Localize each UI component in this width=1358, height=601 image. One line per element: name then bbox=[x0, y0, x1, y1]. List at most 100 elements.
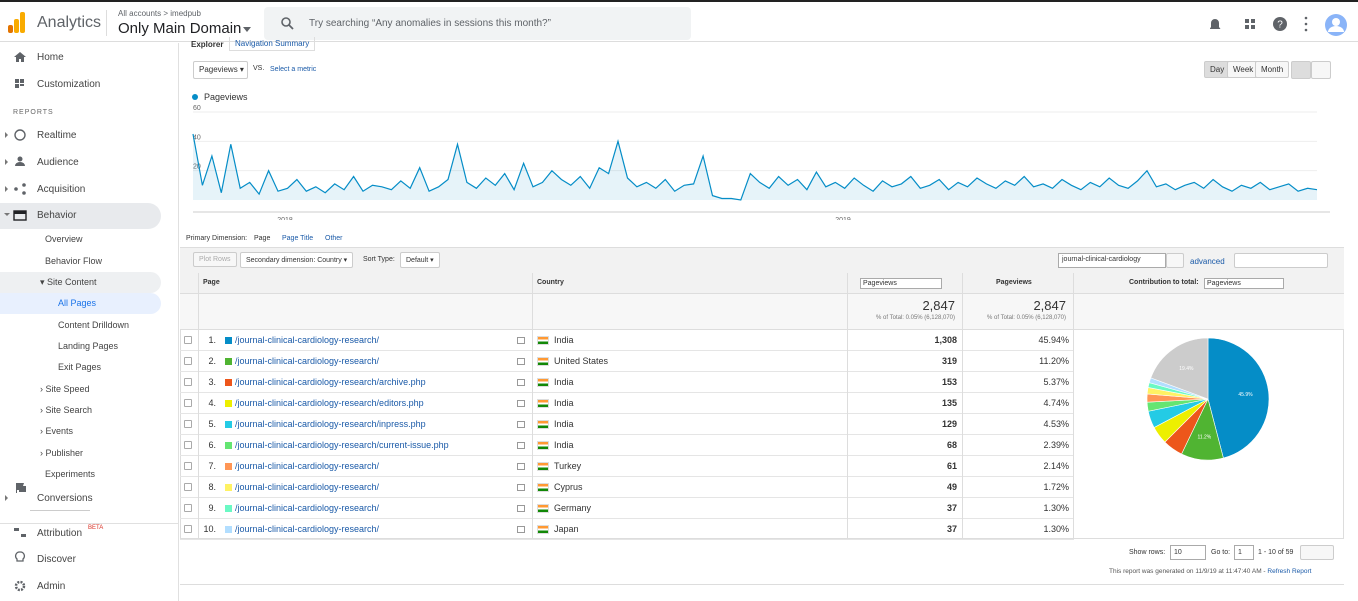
page-link[interactable]: /journal-clinical-cardiology-research/ar… bbox=[235, 377, 426, 387]
nav-item[interactable]: Acquisition bbox=[37, 184, 86, 195]
row-checkbox[interactable] bbox=[184, 504, 192, 512]
pie-chart: 45.9% 11.2% 19.4% bbox=[1146, 337, 1270, 461]
filter-search-button[interactable] bbox=[1166, 253, 1184, 268]
row-checkbox[interactable] bbox=[184, 441, 192, 449]
column-header: Pageviews bbox=[996, 279, 1032, 286]
nav-item[interactable]: Experiments bbox=[45, 469, 96, 479]
nav-item[interactable]: Discover bbox=[37, 554, 76, 565]
go-to-input[interactable]: 1 bbox=[1234, 545, 1254, 560]
pageviews-share: 45.94% bbox=[1038, 335, 1069, 345]
header-icons[interactable]: ? bbox=[1210, 14, 1350, 38]
search-box[interactable]: Try searching “Any anomalies in sessions… bbox=[264, 7, 691, 40]
period-button[interactable]: Month bbox=[1255, 61, 1290, 78]
flag bbox=[537, 399, 549, 408]
nav-item[interactable]: Home bbox=[37, 52, 64, 63]
table-row bbox=[180, 456, 1074, 477]
show-rows-select[interactable]: 10 bbox=[1170, 545, 1206, 560]
page-link[interactable]: /journal-clinical-cardiology-research/ed… bbox=[235, 398, 424, 408]
search-placeholder: Try searching “Any anomalies in sessions… bbox=[309, 18, 551, 29]
secondary-dimension-select[interactable]: Secondary dimension: Country ▾ bbox=[240, 252, 354, 268]
nav-item[interactable]: Content Drilldown bbox=[58, 320, 130, 330]
table-row bbox=[180, 519, 1074, 540]
nav-item[interactable]: Overview bbox=[45, 234, 83, 244]
nav-item[interactable]: ▾ Site Content bbox=[40, 277, 97, 287]
row-checkbox[interactable] bbox=[184, 525, 192, 533]
row-checkbox[interactable] bbox=[184, 336, 192, 344]
row-checkbox[interactable] bbox=[184, 357, 192, 365]
sort-type-select[interactable]: Default ▾ bbox=[400, 252, 440, 268]
nav-item[interactable]: Exit Pages bbox=[58, 362, 102, 372]
row-checkbox[interactable] bbox=[184, 462, 192, 470]
external-icon bbox=[517, 484, 525, 491]
row-swatch bbox=[225, 463, 232, 470]
page-link[interactable]: /journal-clinical-cardiology-research/cu… bbox=[235, 440, 449, 450]
primary-dimension[interactable]: Page bbox=[254, 235, 271, 242]
pageviews: 319 bbox=[941, 356, 957, 366]
nav-item[interactable]: Admin bbox=[37, 581, 66, 592]
primary-dimension[interactable]: Other bbox=[325, 235, 343, 242]
tab[interactable]: Explorer bbox=[191, 40, 224, 49]
plot-rows-button[interactable]: Plot Rows bbox=[193, 252, 237, 267]
top-edge bbox=[0, 0, 1358, 2]
column-divider bbox=[198, 273, 199, 539]
page-link[interactable]: /journal-clinical-cardiology-research/ bbox=[235, 356, 380, 366]
refresh-link[interactable]: Refresh Report bbox=[1267, 568, 1312, 575]
pageviews: 61 bbox=[946, 461, 957, 471]
row-checkbox[interactable] bbox=[184, 483, 192, 491]
row-number: 9. bbox=[208, 503, 216, 513]
nav-item[interactable]: Audience bbox=[37, 157, 79, 168]
tab[interactable]: Navigation Summary bbox=[229, 37, 316, 51]
nav-item[interactable]: › Site Search bbox=[40, 405, 93, 415]
filter-input[interactable]: journal-clinical-cardiology bbox=[1058, 253, 1166, 268]
nav-item[interactable]: All Pages bbox=[58, 298, 97, 308]
primary-dimension[interactable]: Page Title bbox=[282, 235, 314, 242]
trend-chart: Pageviews 20 40 60 2018 2019 bbox=[192, 92, 1330, 220]
country: India bbox=[554, 377, 574, 387]
nav-item[interactable]: › Site Speed bbox=[40, 384, 90, 394]
nav-item[interactable]: Realtime bbox=[37, 130, 77, 141]
metric-select[interactable]: Pageviews ▾ bbox=[193, 61, 248, 79]
nav-item[interactable]: Attribution bbox=[37, 528, 83, 539]
flag bbox=[537, 357, 549, 366]
pie-slice bbox=[1150, 337, 1209, 400]
page-link[interactable]: /journal-clinical-cardiology-research/ bbox=[235, 482, 380, 492]
property-selector[interactable]: Only Main Domain bbox=[118, 20, 242, 37]
flag bbox=[537, 378, 549, 387]
nav-item[interactable]: › Events bbox=[40, 426, 74, 436]
nav-item[interactable]: › Publisher bbox=[40, 448, 84, 458]
account-path[interactable]: All accounts > imedpub bbox=[118, 9, 201, 18]
country: India bbox=[554, 398, 574, 408]
nav-item[interactable]: Conversions bbox=[37, 493, 93, 504]
page-link[interactable]: /journal-clinical-cardiology-research/ bbox=[235, 461, 380, 471]
page-link[interactable]: /journal-clinical-cardiology-research/in… bbox=[235, 419, 426, 429]
row-number: 6. bbox=[208, 440, 216, 450]
y-tick-label: 60 bbox=[193, 105, 201, 112]
go-to-label: Go to: bbox=[1211, 549, 1231, 556]
nav-item[interactable]: Landing Pages bbox=[58, 341, 119, 351]
nav-item[interactable]: Behavior bbox=[37, 210, 77, 221]
page-link[interactable]: /journal-clinical-cardiology-research/ bbox=[235, 503, 380, 513]
pageviews-share: 4.53% bbox=[1043, 419, 1069, 429]
page-link[interactable]: /journal-clinical-cardiology-research/ bbox=[235, 335, 380, 345]
row-swatch bbox=[225, 400, 232, 407]
contribution-select[interactable]: Pageviews bbox=[1204, 278, 1284, 289]
pageviews-share: 11.20% bbox=[1039, 356, 1069, 366]
select-metric-link[interactable]: Select a metric bbox=[270, 66, 317, 73]
page-link[interactable]: /journal-clinical-cardiology-research/ bbox=[235, 524, 380, 534]
row-checkbox[interactable] bbox=[184, 420, 192, 428]
column-metric-select[interactable]: Pageviews bbox=[860, 278, 942, 289]
nav-item[interactable]: Customization bbox=[37, 79, 101, 90]
row-checkbox[interactable] bbox=[184, 378, 192, 386]
row-checkbox[interactable] bbox=[184, 399, 192, 407]
external-icon bbox=[517, 463, 525, 470]
chart-type-button[interactable] bbox=[1291, 61, 1311, 79]
nav-item[interactable]: Behavior Flow bbox=[45, 256, 103, 266]
view-toggle[interactable] bbox=[1234, 253, 1328, 268]
pageviews: 1,308 bbox=[934, 335, 957, 345]
show-rows-label: Show rows: bbox=[1129, 549, 1166, 556]
legend-swatch bbox=[192, 94, 198, 100]
chart-type-button[interactable] bbox=[1311, 61, 1331, 79]
advanced-link[interactable]: advanced bbox=[1190, 257, 1225, 266]
active-band bbox=[0, 272, 161, 293]
pager-buttons[interactable] bbox=[1300, 545, 1334, 560]
